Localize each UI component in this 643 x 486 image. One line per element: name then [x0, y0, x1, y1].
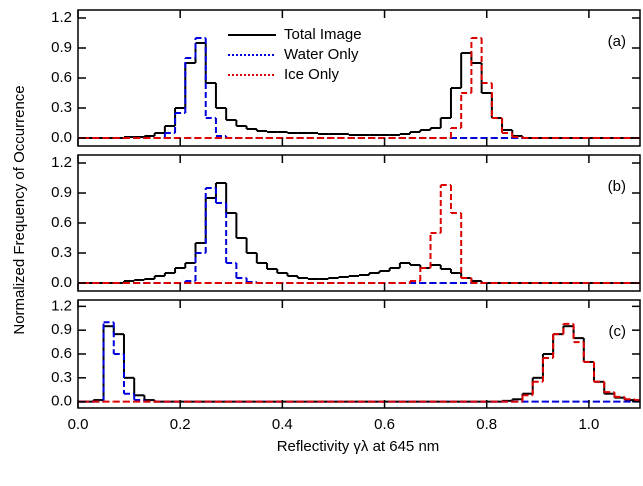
y-tick-label: 0.3: [51, 244, 72, 261]
legend-label: Total Image: [284, 26, 362, 43]
y-tick-label: 0.0: [51, 393, 72, 410]
y-tick-label: 0.6: [51, 214, 72, 231]
y-tick-label: 1.2: [51, 297, 72, 314]
panel-label: (a): [608, 33, 626, 50]
x-tick-label: 0.6: [374, 416, 395, 433]
legend-label: Water Only: [284, 46, 359, 63]
legend-label: Ice Only: [284, 66, 340, 83]
x-tick-label: 0.0: [68, 416, 89, 433]
plot-frame: [77, 299, 641, 409]
y-tick-label: 0.3: [51, 99, 72, 116]
y-tick-label: 0.0: [51, 129, 72, 146]
plot-frame: [77, 154, 641, 292]
panel-label: (b): [608, 178, 626, 195]
y-tick-label: 1.2: [51, 154, 72, 171]
y-tick-label: 0.9: [51, 184, 72, 201]
y-tick-label: 0.3: [51, 369, 72, 386]
panel-label: (c): [609, 323, 627, 340]
y-tick-label: 0.9: [51, 39, 72, 56]
x-tick-label: 0.4: [272, 416, 293, 433]
y-tick-label: 0.6: [51, 345, 72, 362]
x-tick-label: 0.8: [476, 416, 497, 433]
x-tick-label: 0.2: [170, 416, 191, 433]
x-axis-label: Reflectivity γλ at 645 nm: [277, 438, 440, 455]
y-axis-label: Normalized Frequency of Occurrence: [11, 85, 28, 334]
y-tick-label: 0.6: [51, 69, 72, 86]
y-tick-label: 0.9: [51, 321, 72, 338]
y-tick-label: 0.0: [51, 274, 72, 291]
y-tick-label: 1.2: [51, 9, 72, 26]
x-tick-label: 1.0: [578, 416, 599, 433]
